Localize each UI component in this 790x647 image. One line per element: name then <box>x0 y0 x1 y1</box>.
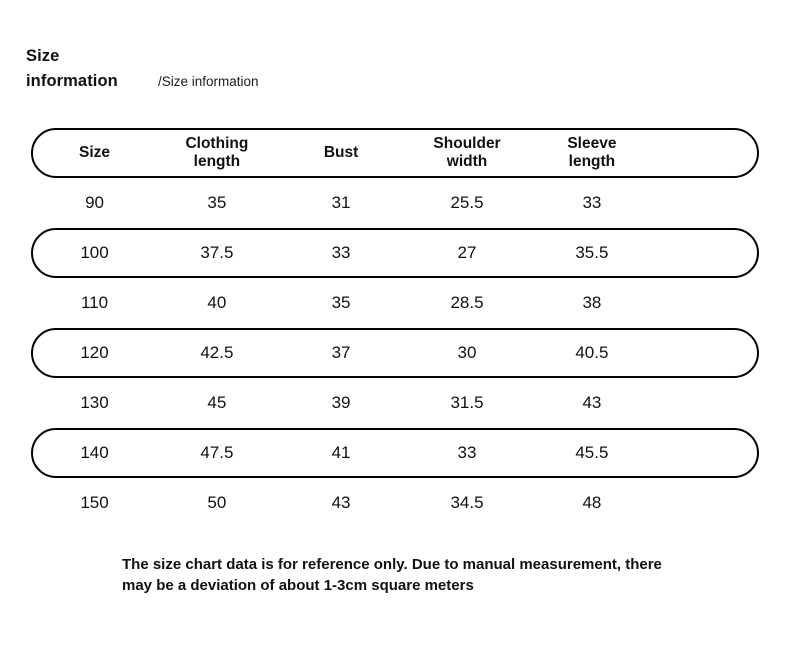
page-title: Size information <box>26 47 118 90</box>
cell-sleeve-length: 40.5 <box>575 343 609 362</box>
column-header-sleeve-length-line-1: Sleeve <box>567 135 617 152</box>
cell-size: 140 <box>80 443 109 462</box>
column-header-shoulder-width: Shoulder width <box>404 135 529 171</box>
cell-size: 120 <box>80 343 109 362</box>
cell-bust: 39 <box>331 393 351 412</box>
column-header-size: Size <box>33 144 156 162</box>
column-header-clothing-length: Clothing length <box>156 135 278 171</box>
table-row: 110 40 35 28.5 38 <box>31 278 759 328</box>
cell-sleeve-length: 35.5 <box>575 243 609 262</box>
cell-shoulder-width: 34.5 <box>450 493 484 512</box>
cell-size: 150 <box>80 493 109 512</box>
cell-sleeve-length: 38 <box>582 293 602 312</box>
cell-sleeve-length: 45.5 <box>575 443 609 462</box>
cell-sleeve-length: 33 <box>582 193 602 212</box>
cell-shoulder-width: 28.5 <box>450 293 484 312</box>
cell-bust: 41 <box>331 443 351 462</box>
cell-shoulder-width: 25.5 <box>450 193 484 212</box>
column-header-bust-line-1: Bust <box>323 144 359 161</box>
table-row: 150 50 43 34.5 48 <box>31 478 759 528</box>
page-title-block: Size information /Size information <box>26 44 259 94</box>
cell-shoulder-width: 30 <box>457 343 477 362</box>
cell-sleeve-length: 48 <box>582 493 602 512</box>
cell-bust: 35 <box>331 293 351 312</box>
column-header-size-line-1: Size <box>79 144 111 161</box>
cell-clothing-length: 50 <box>207 493 227 512</box>
column-header-clothing-length-line-2: length <box>193 153 241 170</box>
cell-clothing-length: 37.5 <box>200 243 234 262</box>
cell-shoulder-width: 33 <box>457 443 477 462</box>
cell-clothing-length: 35 <box>207 193 227 212</box>
cell-bust: 31 <box>331 193 351 212</box>
column-header-shoulder-width-line-1: Shoulder <box>433 135 501 152</box>
cell-size: 90 <box>85 193 104 212</box>
size-chart-table: Size Clothing length Bust Shoulder width… <box>31 128 759 528</box>
table-row: 140 47.5 41 33 45.5 <box>31 428 759 478</box>
cell-shoulder-width: 27 <box>457 243 477 262</box>
cell-size: 110 <box>80 293 109 312</box>
disclaimer-text: The size chart data is for reference onl… <box>122 556 662 594</box>
cell-sleeve-length: 43 <box>582 393 602 412</box>
cell-bust: 43 <box>331 493 351 512</box>
cell-clothing-length: 40 <box>207 293 227 312</box>
page-title-secondary: /Size information <box>158 74 259 89</box>
cell-size: 100 <box>80 243 109 262</box>
cell-bust: 37 <box>331 343 351 362</box>
table-row: 120 42.5 37 30 40.5 <box>31 328 759 378</box>
cell-bust: 33 <box>331 243 351 262</box>
column-header-shoulder-width-line-2: width <box>446 153 488 170</box>
column-header-sleeve-length-line-2: length <box>568 153 616 170</box>
table-header-row: Size Clothing length Bust Shoulder width… <box>31 128 759 178</box>
column-header-clothing-length-line-1: Clothing <box>185 135 249 152</box>
cell-clothing-length: 47.5 <box>200 443 234 462</box>
cell-size: 130 <box>80 393 109 412</box>
cell-shoulder-width: 31.5 <box>450 393 484 412</box>
column-header-bust: Bust <box>278 144 405 162</box>
cell-clothing-length: 42.5 <box>200 343 234 362</box>
table-row: 130 45 39 31.5 43 <box>31 378 759 428</box>
table-row: 100 37.5 33 27 35.5 <box>31 228 759 278</box>
cell-clothing-length: 45 <box>207 393 227 412</box>
column-header-sleeve-length: Sleeve length <box>530 135 655 171</box>
table-row: 90 35 31 25.5 33 <box>31 178 759 228</box>
